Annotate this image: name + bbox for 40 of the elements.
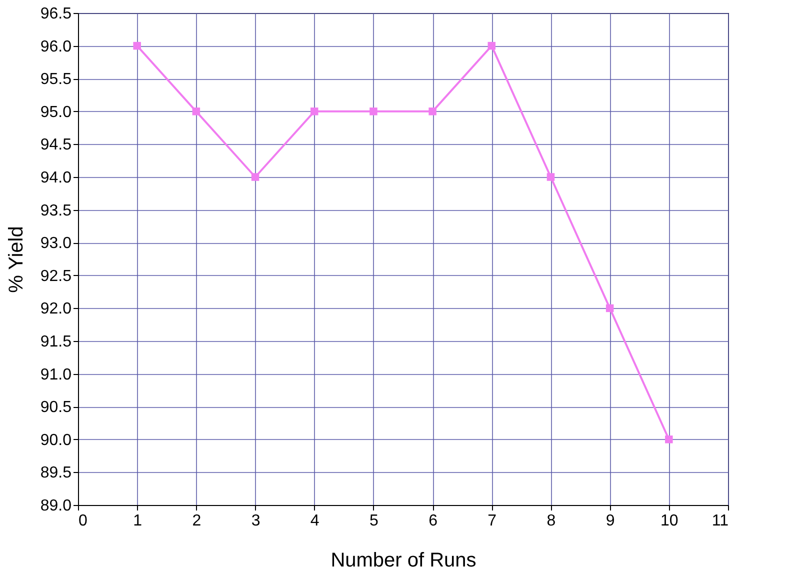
x-tick-label: 4 [310, 512, 320, 530]
y-tick-label: 95.0 [40, 104, 72, 121]
y-tick-label: 89.0 [40, 498, 72, 514]
y-tick-label: 90.0 [40, 432, 72, 449]
y-axis-title: % Yield [5, 226, 28, 293]
y-tick-label: 96.5 [40, 6, 72, 22]
point [665, 436, 673, 444]
y-tick-label: 90.5 [40, 399, 72, 416]
y-tick-label: 89.5 [40, 464, 72, 482]
y-tick-label: 92.0 [40, 300, 72, 318]
x-tick-label: 8 [546, 512, 556, 530]
point [310, 108, 318, 116]
y-tick-label: 94.0 [40, 170, 72, 186]
x-tick-label: 1 [133, 512, 142, 530]
point [251, 173, 260, 181]
point [546, 173, 555, 181]
point [428, 108, 436, 116]
x-tick-label: 10 [660, 512, 678, 530]
point [488, 42, 496, 50]
point [606, 304, 614, 312]
x-tick-label: 2 [192, 512, 202, 530]
y-tick-label: 96.0 [40, 38, 72, 56]
x-tick-label: 3 [251, 512, 260, 530]
point [192, 108, 200, 116]
y-tick-label: 91.5 [40, 334, 72, 350]
y-tick-label: 92.5 [40, 268, 72, 285]
point [370, 108, 378, 116]
y-tick-label: 93.5 [40, 202, 72, 220]
y-tick-label: 94.5 [40, 136, 72, 154]
x-tick-label: 9 [606, 512, 615, 530]
x-tick-label: 0 [78, 512, 88, 530]
x-tick-label: 5 [370, 512, 378, 530]
point [133, 42, 141, 50]
x-tick-label: 11 [712, 512, 729, 530]
y-tick-label: 91.0 [40, 366, 72, 384]
x-axis-title: Number of Runs [330, 550, 476, 572]
x-tick-label: 7 [488, 512, 497, 530]
x-tick-label: 6 [428, 512, 438, 530]
y-tick-label: 93.0 [40, 235, 72, 252]
y-tick-label: 95.5 [40, 71, 72, 88]
